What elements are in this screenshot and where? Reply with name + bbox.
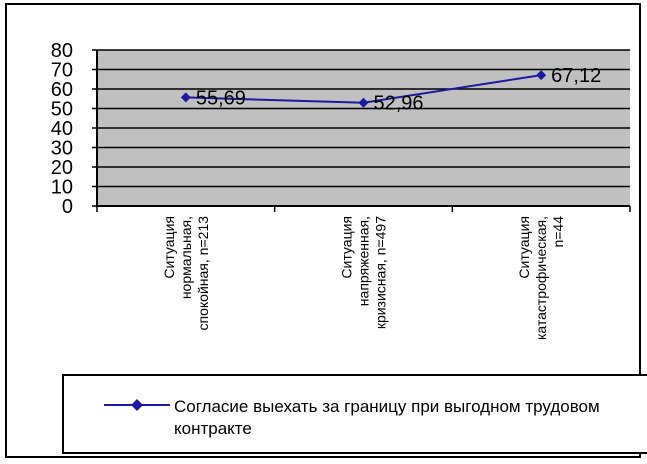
y-tick-label: 10 [51,177,73,199]
legend-marker-icon [104,399,170,411]
x-category-label: спокойная, n=213 [195,216,211,331]
data-label: 67,12 [551,65,601,87]
y-tick-label: 50 [51,99,73,121]
x-category-label: Ситуация [339,216,355,279]
x-category-label: Ситуация [516,216,532,279]
y-tick-label: 70 [51,60,73,82]
x-category-label: напряженная, [356,216,372,306]
data-label: 55,69 [196,87,246,109]
y-tick-label: 40 [51,118,73,140]
data-point [536,70,547,81]
x-category-label: катастрофическая, [533,216,549,340]
x-category-label: n=44 [550,216,566,248]
data-label: 52,96 [374,93,424,115]
y-tick-label: 20 [51,157,73,179]
legend-label: Согласие выехать за границу при выгодном… [174,397,600,438]
y-tick-label: 30 [51,138,73,160]
y-tick-label: 0 [62,196,73,218]
legend: Согласие выехать за границу при выгодном… [62,374,647,454]
x-category-label: Ситуация [161,216,177,279]
data-point [358,97,369,108]
y-tick-label: 80 [51,40,73,62]
x-category-label: нормальная, [178,216,194,299]
x-category-label: кризисная, n=497 [373,216,389,329]
y-tick-label: 60 [51,79,73,101]
data-point [180,92,191,103]
